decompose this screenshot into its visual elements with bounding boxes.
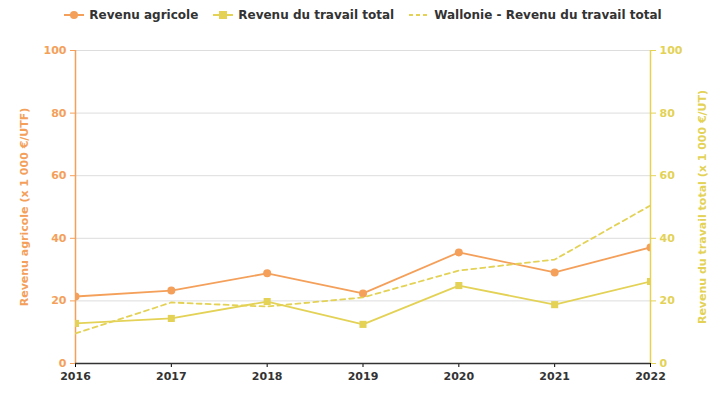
svg-text:100: 100 xyxy=(44,44,67,57)
svg-text:0: 0 xyxy=(59,357,67,370)
svg-text:2016: 2016 xyxy=(60,370,91,383)
svg-text:60: 60 xyxy=(51,169,67,182)
svg-text:20: 20 xyxy=(660,294,676,307)
svg-text:60: 60 xyxy=(660,169,676,182)
svg-text:40: 40 xyxy=(660,232,676,245)
html-text:Revenu du travail total: Revenu du travail total xyxy=(238,8,395,22)
svg-text:2022: 2022 xyxy=(635,370,666,383)
svg-text:80: 80 xyxy=(51,107,67,120)
svg-text:20: 20 xyxy=(51,294,67,307)
svg-text:0: 0 xyxy=(660,357,668,370)
svg-text:Revenu agricole (x 1 000 €/UTF: Revenu agricole (x 1 000 €/UTF) xyxy=(18,108,31,307)
svg-text:2021: 2021 xyxy=(539,370,570,383)
svg-text:2018: 2018 xyxy=(252,370,283,383)
svg-text:Revenu du travail total (x 1 0: Revenu du travail total (x 1 000 €/UT) xyxy=(696,90,709,324)
html-text:Wallonie - Revenu du travail t: Wallonie - Revenu du travail total xyxy=(434,8,662,22)
svg-text:80: 80 xyxy=(660,107,676,120)
svg-text:100: 100 xyxy=(660,44,683,57)
html-text:Revenu agricole: Revenu agricole xyxy=(89,8,199,22)
svg-text:2020: 2020 xyxy=(444,370,475,383)
svg-text:40: 40 xyxy=(51,232,67,245)
svg-text:2017: 2017 xyxy=(156,370,187,383)
svg-text:2019: 2019 xyxy=(348,370,379,383)
